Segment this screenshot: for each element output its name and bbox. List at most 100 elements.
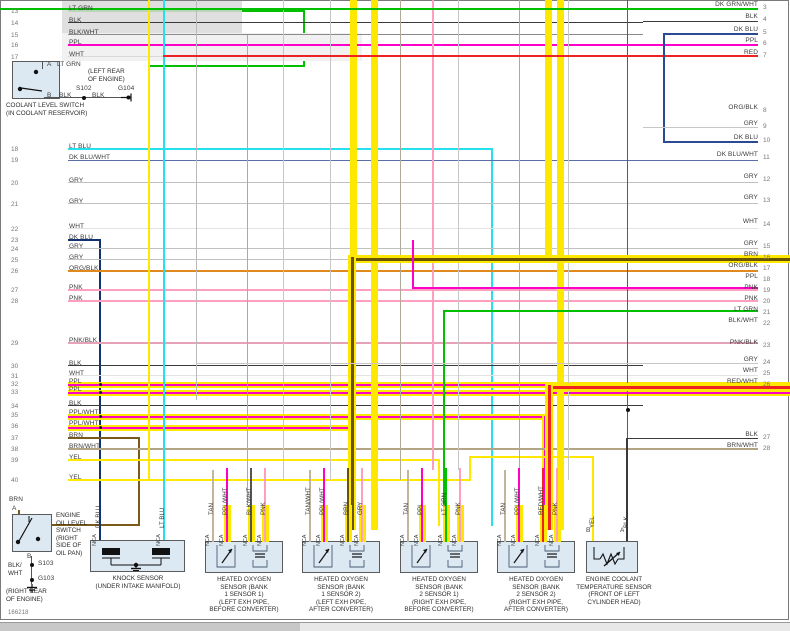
ect-pin-b: B: [586, 527, 591, 534]
o2-sensor-box-4[interactable]: [497, 541, 575, 573]
bottom-scrollbar[interactable]: [0, 622, 790, 631]
left-terminal-label-19: DK BLU/WHT: [69, 154, 111, 161]
knock-sensor-box[interactable]: [90, 540, 185, 572]
o2-4-connector-2: NCA: [511, 534, 517, 546]
left-terminal-label-26: ORG/BLK: [69, 265, 99, 272]
right-terminal-label-23: PNK/BLK: [729, 339, 758, 346]
left-terminal-label-24: GRY: [69, 243, 84, 250]
o2-sensor-symbol-2: [313, 545, 365, 568]
right-terminal-label-22: BLK/WHT: [728, 317, 758, 324]
splice-s102-wire: BLK: [92, 92, 105, 99]
left-terminal-number-35: 35: [11, 412, 19, 419]
ect-pin-b-wire: YEL: [589, 516, 596, 528]
left-terminal-number-33: 33: [11, 389, 19, 396]
bus-vertical-gray-2: [247, 35, 249, 505]
left-terminal-label-18: LT BLU: [69, 143, 92, 150]
ect-pin-a: A: [620, 527, 625, 534]
splice-dot-3: [99, 415, 102, 418]
wire-wht-22: [68, 228, 758, 230]
o2-sensor-box-2[interactable]: [302, 541, 380, 573]
left-terminal-number-15: 15: [11, 32, 19, 39]
o2-sensor-symbol-4: [508, 545, 560, 568]
o2-2-connector-1: NCA: [302, 534, 308, 546]
o2-3-wire-2-label: PPL: [417, 503, 424, 515]
o2-3-wire-2-core: [421, 468, 423, 542]
o2-sensor-symbol-1: [216, 545, 268, 568]
left-terminal-label-37: BRN: [69, 432, 84, 439]
right-terminal-number-21: 21: [763, 309, 771, 316]
right-terminal-label-4: BLK: [745, 13, 758, 20]
knock-sensor-wire-1-label: DK BLU: [95, 505, 102, 528]
o2-3-connector-3: NCA: [438, 534, 444, 546]
o2-3-wire-3-core: [445, 468, 447, 542]
left-terminal-number-17: 17: [11, 54, 19, 61]
bus-vertical-gray-5: [458, 0, 460, 470]
right-terminal-label-19: PNK: [744, 284, 758, 291]
left-terminal-label-31: WHT: [69, 370, 85, 377]
o2-sensor-box-1[interactable]: [205, 541, 283, 573]
wire-gry-9: [643, 127, 758, 129]
knock-sensor-conn-2: NCA: [156, 534, 162, 546]
right-terminal-label-8: ORG/BLK: [728, 104, 758, 111]
ground-g103-icon: [27, 584, 37, 593]
wire-gry-21: [68, 203, 758, 205]
coolant-switch-ground-run: [44, 97, 128, 99]
right-terminal-number-7: 7: [763, 52, 767, 59]
right-terminal-label-9: GRY: [743, 120, 758, 127]
right-terminal-number-17: 17: [763, 265, 771, 272]
left-terminal-label-32: PPL: [69, 378, 82, 385]
knock-sensor-caption: KNOCK SENSOR (UNDER INTAKE MANIFOLD): [95, 575, 181, 590]
right-terminal-label-15: GRY: [743, 240, 758, 247]
left-terminal-label-36: PPL/WHT: [69, 420, 99, 427]
wire-ppl-32-core: [68, 384, 790, 386]
o2-3-wire-1-core: [407, 470, 409, 542]
o2-4-wire-4-label: PNK: [552, 502, 559, 515]
left-terminal-number-13: 13: [11, 8, 19, 15]
coolant-switch-pin-a-wire: LT GRN: [57, 61, 81, 68]
left-terminal-number-24: 24: [11, 246, 19, 253]
right-terminal-number-22: 22: [763, 320, 771, 327]
scrollbar-thumb[interactable]: [0, 623, 300, 631]
right-terminal-label-27: BLK: [745, 431, 758, 438]
splice-s103-label: S103: [38, 560, 54, 567]
wire-ppl-18-right: [412, 287, 758, 289]
left-terminal-number-20: 20: [11, 180, 19, 187]
left-terminal-label-28: PNK: [69, 295, 83, 302]
oil-level-switch-box[interactable]: [12, 514, 52, 552]
bus-vertical-gray-3: [283, 0, 285, 480]
right-terminal-label-7: RED: [743, 49, 758, 56]
left-terminal-number-39: 39: [11, 457, 19, 464]
o2-2-connector-3: NCA: [340, 534, 346, 546]
wire-ppl-16: [68, 44, 758, 46]
o2-1-wire-1-label: TAN: [208, 503, 215, 515]
o2-2-wire-2-label: PPL/WHT: [319, 487, 326, 515]
o2-2-wire-1-label: TAN/WHT: [305, 487, 312, 515]
wire-blk-27-right: [627, 438, 758, 440]
o2-sensor-box-3[interactable]: [400, 541, 478, 573]
right-terminal-number-10: 10: [763, 137, 771, 144]
left-terminal-number-19: 19: [11, 157, 19, 164]
left-terminal-label-16: PPL: [69, 39, 82, 46]
ground-g103-dot: [30, 578, 34, 582]
knock-sensor-lead-2: [163, 498, 165, 540]
wire-dk-blu-5: [663, 33, 758, 35]
right-terminal-number-25: 25: [763, 370, 771, 377]
left-terminal-label-40: YEL: [69, 474, 82, 481]
left-terminal-label-22: WHT: [69, 223, 85, 230]
wire-yel-40-down: [592, 456, 594, 549]
ect-sensor-caption: ENGINE COOLANT TEMPERATURE SENSOR (FRONT…: [576, 576, 652, 606]
o2-2-wire-2-core: [323, 468, 325, 542]
o2-sensor-caption-4: HEATED OXYGEN SENSOR (BANK 2 SENSOR 2) (…: [504, 576, 568, 614]
wire-ppl-wht-36-core: [68, 427, 355, 429]
bus-vertical-brn-1: [400, 0, 402, 480]
coolant-switch-caption: COOLANT LEVEL SWITCH (IN COOLANT RESERVO…: [6, 102, 88, 117]
wire-dk-blu-23: [68, 239, 101, 241]
right-terminal-label-20: PNK: [744, 295, 758, 302]
trunk-yellow-left-a: [350, 0, 357, 260]
splice-s103-dot: [30, 563, 34, 567]
left-terminal-label-27: PNK: [69, 284, 83, 291]
o2-3-wire-3-label: LT GRN: [441, 492, 448, 515]
coolant-level-switch-box[interactable]: [12, 61, 60, 99]
left-terminal-number-38: 38: [11, 446, 19, 453]
